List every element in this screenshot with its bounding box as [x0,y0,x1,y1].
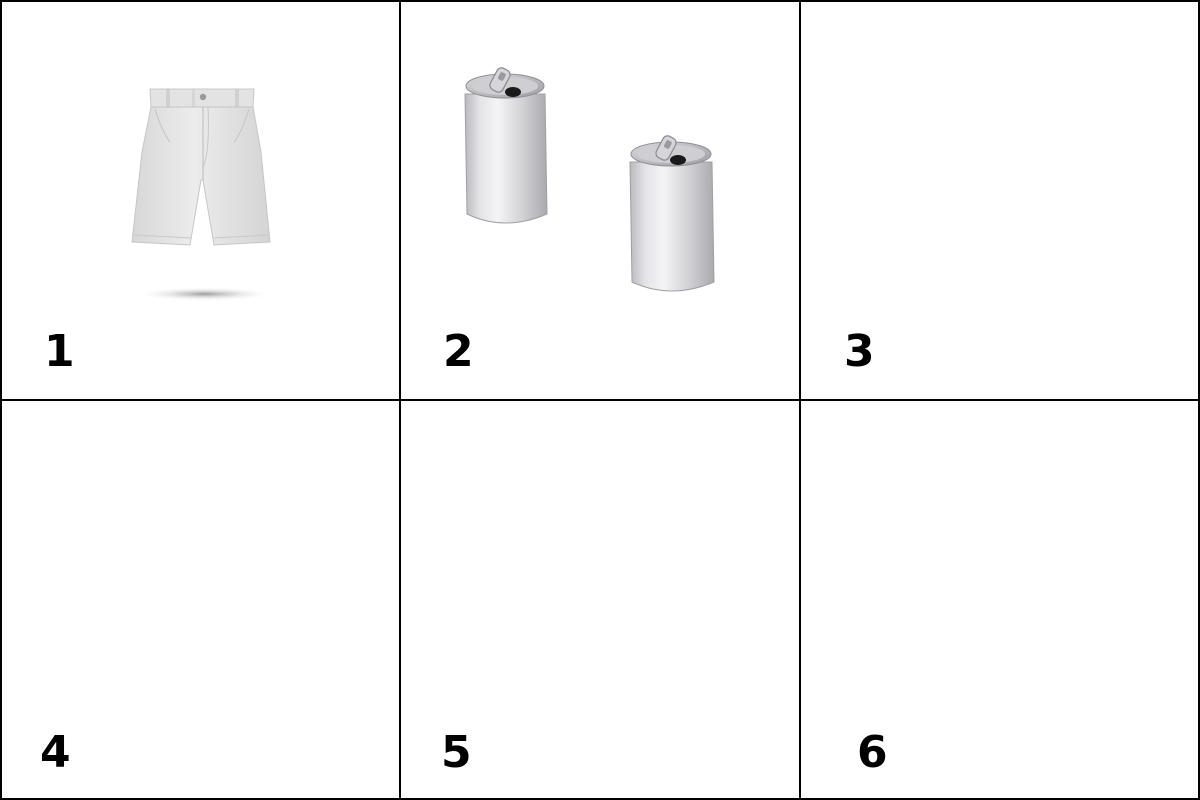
panel-number: 1 [44,326,75,377]
can-right [629,135,715,292]
grid-border-bottom [0,798,1200,800]
grid-divider-vertical-1 [399,0,401,800]
grid-divider-vertical-2 [799,0,801,800]
grid-border-right [1198,0,1200,800]
panel-number: 2 [443,326,474,377]
panel-number: 6 [857,727,888,778]
panel-3[interactable]: 3 [801,2,1199,400]
grid-border-left [0,0,2,800]
panel-1[interactable]: 1 [2,2,400,400]
can-left [464,67,548,224]
cans-image [464,67,715,292]
grid-divider-horizontal [0,399,1200,401]
panel-2[interactable]: 2 [401,2,799,400]
panel-number: 4 [40,727,71,778]
panel-number: 5 [441,727,472,778]
shorts-image [131,88,275,301]
panel-4[interactable]: 4 [2,401,400,799]
panel-number: 3 [844,326,875,377]
grid-border-top [0,0,1200,2]
panel-5[interactable]: 5 [401,401,799,799]
panel-6[interactable]: 6 [801,401,1199,799]
